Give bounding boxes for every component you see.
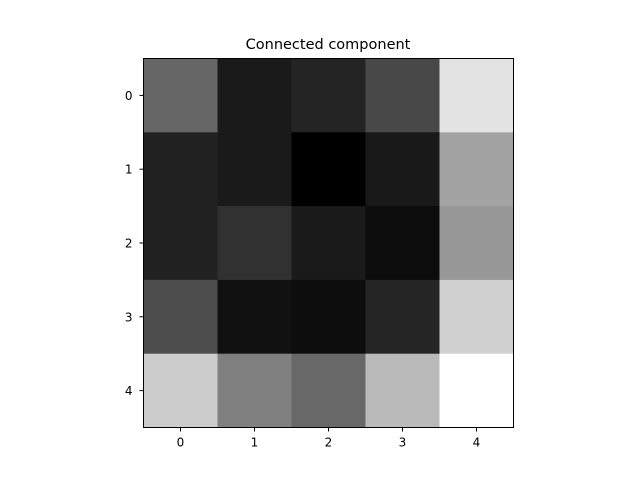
heatmap-cell-r2-c4 — [439, 206, 514, 281]
heatmap-cell-r1-c4 — [439, 132, 514, 207]
heatmap-cell-r3-c2 — [291, 279, 366, 355]
heatmap-cell-r4-c4 — [439, 353, 514, 428]
heatmap-cell-r3-c4 — [439, 279, 514, 355]
heatmap-cell-r2-c3 — [365, 206, 440, 281]
heatmap-cell-r0-c4 — [439, 58, 514, 133]
chart-title: Connected component — [246, 37, 411, 53]
heatmap-cell-r2-c0 — [143, 206, 218, 281]
y-tick-label-3: 3 — [125, 310, 133, 324]
x-tick-label-3: 3 — [399, 436, 407, 450]
heatmap-cell-r1-c2 — [291, 132, 366, 207]
y-tick-label-0: 0 — [125, 89, 133, 103]
y-tick-label-1: 1 — [125, 163, 133, 177]
y-tick-label-4: 4 — [125, 384, 133, 398]
heatmap-cell-r0-c2 — [291, 58, 366, 133]
heatmap-cell-r2-c1 — [217, 206, 292, 281]
heatmap-cell-r3-c0 — [143, 279, 218, 355]
heatmap-cell-r3-c1 — [217, 279, 292, 355]
y-axis: 0 1 2 3 4 — [125, 89, 144, 398]
heatmap-cell-r2-c2 — [291, 206, 366, 281]
x-tick-label-0: 0 — [177, 436, 185, 450]
heatmap-cell-r0-c3 — [365, 58, 440, 133]
heatmap-cell-r4-c0 — [143, 353, 218, 428]
heatmap-cell-r4-c2 — [291, 353, 366, 428]
heatmap-cell-r1-c1 — [217, 132, 292, 207]
heatmap-cell-r0-c0 — [143, 58, 218, 133]
heatmap-cell-r1-c3 — [365, 132, 440, 207]
y-tick-label-2: 2 — [125, 237, 133, 251]
x-tick-label-1: 1 — [251, 436, 259, 450]
heatmap-cells — [143, 58, 514, 428]
heatmap-cell-r4-c1 — [217, 353, 292, 428]
heatmap-cell-r4-c3 — [365, 353, 440, 428]
x-tick-label-4: 4 — [473, 436, 481, 450]
heatmap-cell-r0-c1 — [217, 58, 292, 133]
x-tick-label-2: 2 — [325, 436, 333, 450]
heatmap-cell-r3-c3 — [365, 279, 440, 355]
heatmap-cell-r1-c0 — [143, 132, 218, 207]
x-axis: 0 1 2 3 4 — [177, 427, 481, 450]
